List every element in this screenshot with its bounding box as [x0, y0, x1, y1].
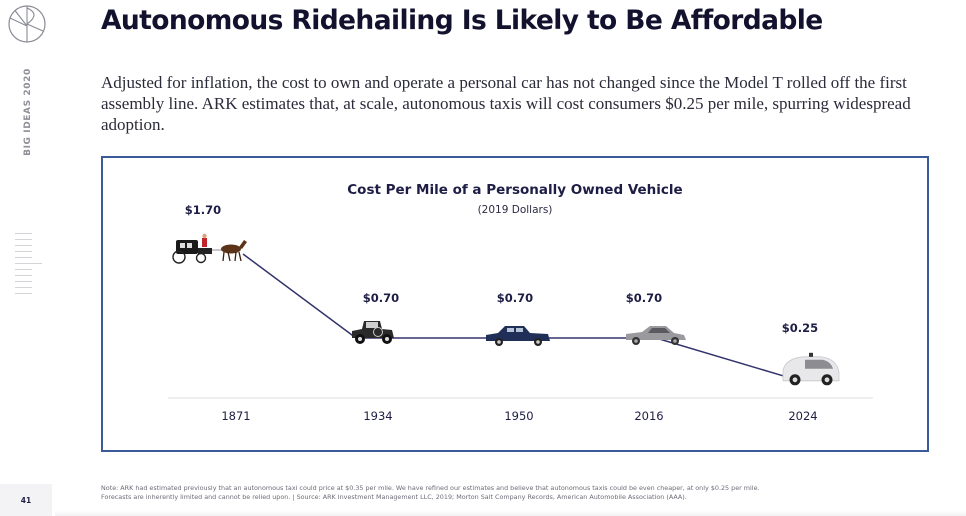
- page-title: Autonomous Ridehailing Is Likely to Be A…: [101, 5, 823, 36]
- autonomous-car-icon: [782, 352, 840, 386]
- modern-sedan-icon: [626, 326, 686, 345]
- nav-tick[interactable]: [15, 293, 32, 294]
- footnote-line-1: Note: ARK had estimated previously that …: [101, 484, 760, 492]
- page-subtitle: Adjusted for inflation, the cost to own …: [101, 73, 911, 134]
- nav-tick[interactable]: [15, 281, 32, 282]
- chart-subtitle: (2019 Dollars): [477, 204, 553, 216]
- chart-frame: Cost Per Mile of a Personally Owned Vehi…: [101, 156, 929, 452]
- nav-tick[interactable]: [15, 287, 32, 288]
- nav-tick[interactable]: [15, 251, 32, 252]
- horse-carriage-icon: [172, 233, 247, 264]
- nav-tick[interactable]: [15, 257, 32, 258]
- data-label: $0.70: [363, 291, 399, 305]
- footnote-line-2: Forecasts are inherently limited and can…: [101, 493, 687, 501]
- nav-tick[interactable]: [15, 275, 32, 276]
- page-number-box: 41: [0, 484, 52, 516]
- nav-tick[interactable]: [15, 269, 32, 270]
- chart-title: Cost Per Mile of a Personally Owned Vehi…: [347, 182, 683, 198]
- series-line: [242, 253, 784, 377]
- nav-tick[interactable]: [15, 233, 32, 234]
- x-tick-label: 2016: [634, 409, 663, 423]
- x-tick-label: 1934: [363, 409, 392, 423]
- nav-tick-current[interactable]: [15, 263, 42, 264]
- data-label: $0.70: [497, 291, 533, 305]
- nav-tick[interactable]: [15, 245, 32, 246]
- page-number: 41: [20, 495, 32, 505]
- sidebar: BIG IDEAS 2020 41: [0, 0, 55, 516]
- big-ideas-label: BIG IDEAS 2020: [23, 68, 33, 156]
- slide-nav[interactable]: [15, 233, 45, 299]
- x-tick-label: 1950: [504, 409, 533, 423]
- data-label: $0.70: [626, 291, 662, 305]
- x-tick-label: 1871: [221, 409, 250, 423]
- chart-plot: $1.70 $0.70 $0.70 $0.70 $0.25 1871 1934 1950 201…: [168, 203, 873, 423]
- data-label: $1.70: [185, 203, 221, 217]
- ark-logo-icon: [8, 5, 46, 43]
- bottom-shadow: [55, 510, 966, 516]
- nav-tick[interactable]: [15, 239, 32, 240]
- footnote: Note: ARK had estimated previously that …: [101, 484, 921, 502]
- model-t-car-icon: [352, 321, 394, 344]
- data-label: $0.25: [782, 321, 818, 335]
- 1950s-sedan-icon: [486, 326, 550, 346]
- x-tick-label: 2024: [788, 409, 817, 423]
